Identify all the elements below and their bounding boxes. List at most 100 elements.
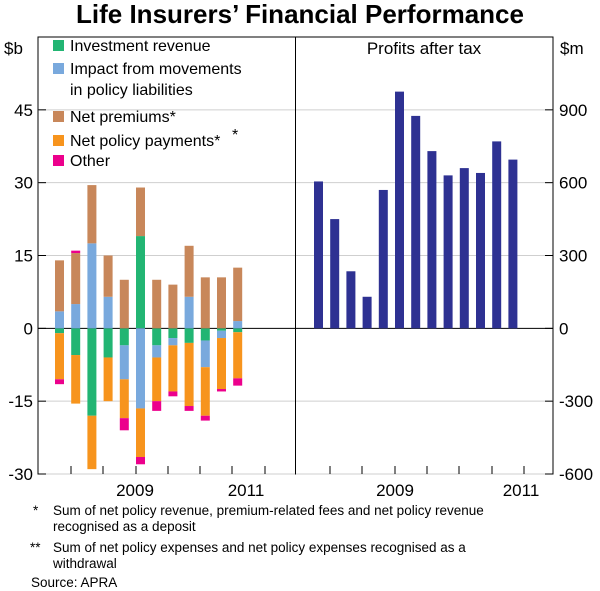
legend-label: Net premiums* [70, 109, 176, 126]
left-bar-segment [152, 357, 162, 402]
left-bar-segment [168, 338, 178, 346]
left-bar-segment [119, 418, 129, 431]
left-y-tick-label: 30 [14, 174, 33, 193]
right-y-tick-label: 600 [559, 174, 587, 193]
right-bar [395, 91, 404, 329]
legend-swatch [53, 111, 64, 122]
left-bar-segment [136, 408, 145, 458]
left-y-tick-label: 15 [14, 247, 33, 266]
left-bar-segment [103, 296, 113, 329]
right-bar [346, 271, 356, 329]
left-bar-segment [119, 279, 129, 329]
right-y-tick-label: -600 [559, 465, 593, 484]
left-bar-segment [87, 243, 97, 329]
left-bar-segment [119, 379, 129, 419]
left-bar-segment [233, 267, 243, 322]
right-bar [492, 141, 502, 329]
left-bar-segment [200, 328, 210, 341]
left-bar-segment [184, 406, 194, 411]
legend-label: Net policy payments* [70, 133, 220, 150]
left-bar-segment [87, 185, 97, 244]
left-bar-segment [217, 389, 226, 392]
left-bar-segment [71, 253, 81, 305]
left-bar-segment [200, 277, 210, 329]
left-bar-segment [217, 338, 226, 390]
left-bar-segment [119, 328, 129, 346]
left-bar-segment [168, 345, 178, 392]
left-bar-segment [55, 328, 64, 334]
left-bar-segment [136, 457, 145, 465]
left-bar-segment [152, 345, 162, 358]
left-bar-segment [152, 279, 162, 329]
left-bar-segment [71, 355, 81, 404]
left-bar-segment [103, 328, 113, 358]
left-bar-segment [55, 333, 64, 380]
left-x-label: 2009 [116, 481, 154, 500]
right-y-tick-label: 300 [559, 247, 587, 266]
right-bar [459, 168, 469, 329]
legend-swatch [53, 135, 64, 146]
left-bar-segment [103, 255, 113, 297]
left-bar-segment [87, 415, 97, 470]
footnote-1-line2: recognised as a deposit [53, 519, 196, 534]
left-bar-segment [217, 330, 226, 339]
right-panel-title: Profits after tax [367, 39, 482, 58]
left-bar-segment [103, 357, 113, 402]
left-bar-segment [136, 328, 145, 409]
left-bar-segment [168, 284, 178, 329]
left-bar-segment [184, 245, 194, 297]
left-bar-segment [71, 304, 81, 329]
legend-label: Investment revenue [70, 38, 211, 55]
right-x-label: 2009 [376, 481, 414, 500]
legend-swatch [53, 40, 64, 51]
right-bar [314, 181, 323, 329]
left-bar-segment [136, 236, 145, 329]
footnote-2-line2: withdrawal [53, 556, 117, 571]
left-y-tick-label: 0 [24, 319, 33, 338]
left-bar-segment [200, 367, 210, 416]
footnote-2-marker: ** [30, 540, 41, 555]
right-bar [427, 151, 437, 329]
source-note: Source: APRA [31, 575, 117, 591]
left-bar-segment [55, 311, 64, 329]
legend-swatch [53, 63, 64, 74]
left-bar-segment [168, 391, 178, 397]
legend-swatch [53, 155, 64, 166]
left-y-tick-label: 45 [14, 101, 33, 120]
footnote-1: * Sum of net policy revenue, premium-rela… [30, 503, 484, 535]
left-bar-segment [217, 277, 226, 329]
left-y-tick-label: -30 [8, 465, 33, 484]
left-unit-label: $b [4, 39, 23, 58]
footnote-2: ** Sum of net policy expenses and net pol… [30, 540, 466, 572]
left-x-label: 2011 [228, 481, 265, 500]
left-bar-segment [200, 340, 210, 368]
right-bar [508, 159, 518, 329]
right-x-label: 2011 [503, 481, 540, 500]
footnote-2-line1: Sum of net policy expenses and net polic… [53, 540, 466, 555]
chart-title: Life Insurers’ Financial Performance [76, 0, 524, 29]
right-y-tick-label: -300 [559, 392, 593, 411]
right-y-tick-label: 0 [559, 319, 568, 338]
left-bar-segment [136, 187, 145, 237]
legend-label: Impact from movements [70, 61, 242, 78]
right-bar [411, 115, 421, 329]
left-bar-segment [87, 328, 97, 416]
right-y-tick-label: 900 [559, 101, 587, 120]
legend-label-superscript: * [232, 127, 238, 144]
right-bar [443, 175, 453, 329]
right-unit-label: $m [560, 39, 584, 58]
legend-label: Other [70, 153, 111, 170]
source-text: Source: APRA [31, 575, 118, 590]
left-bar-segment [184, 296, 194, 329]
left-bar-segment [152, 401, 162, 411]
left-bar-segment [55, 260, 64, 312]
left-bar-segment [233, 321, 243, 329]
right-bar [330, 219, 340, 329]
left-bar-segment [71, 328, 81, 356]
left-bar-segment [233, 332, 243, 379]
legend-label: in policy liabilities [70, 82, 193, 99]
right-bar [362, 296, 372, 329]
footnote-1-marker: * [33, 503, 39, 518]
left-bar-segment [152, 328, 162, 346]
